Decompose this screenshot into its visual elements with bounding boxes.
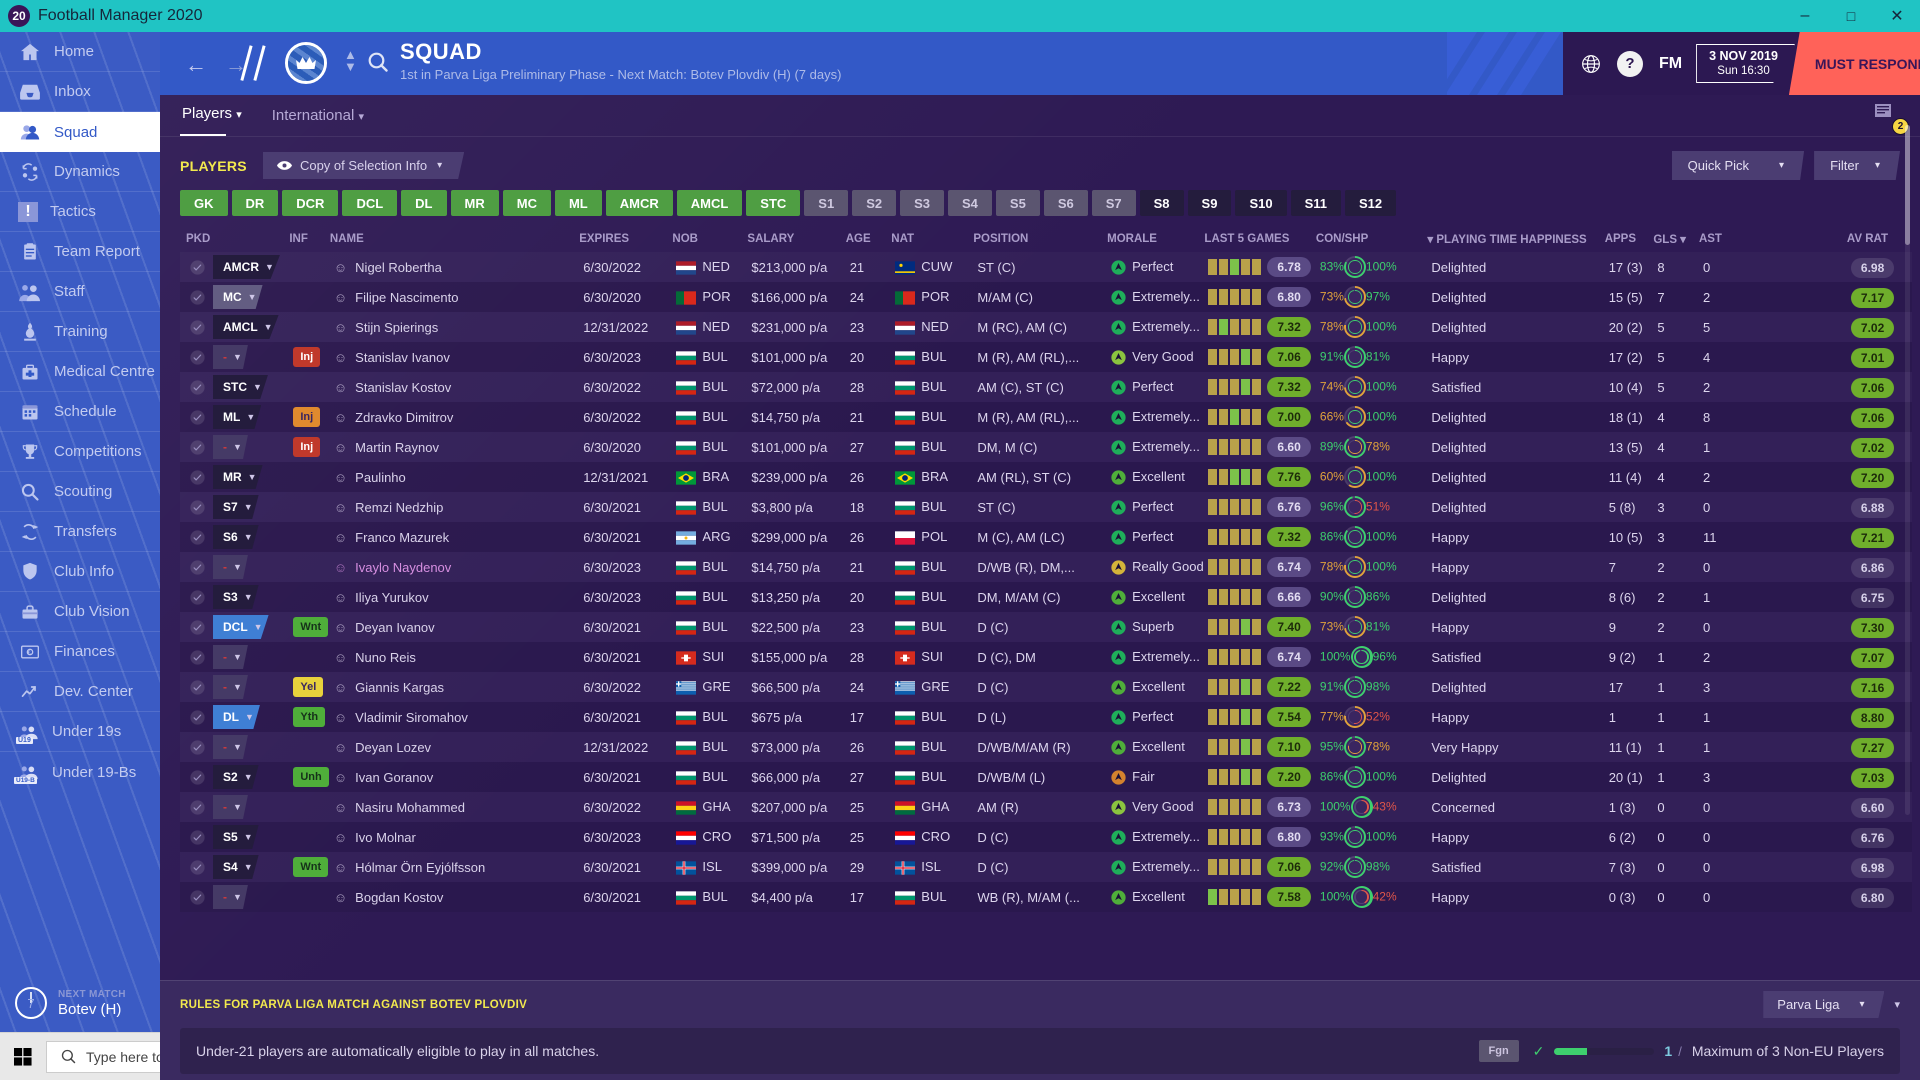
svg-text:£: £ — [28, 650, 32, 656]
svg-text:7: 7 — [27, 996, 34, 1011]
